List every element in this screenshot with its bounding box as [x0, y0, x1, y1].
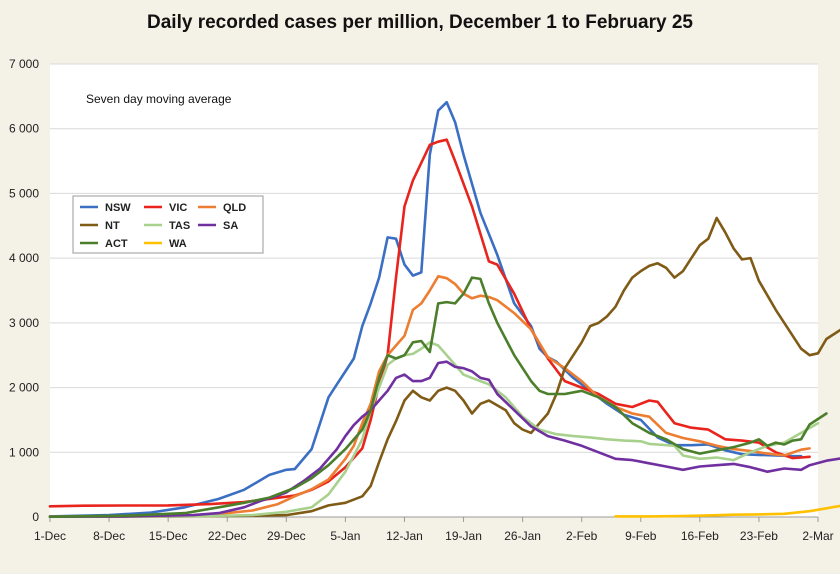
y-tick-label: 6 000	[9, 122, 39, 136]
y-tick-label: 4 000	[9, 251, 39, 265]
x-tick-label: 15-Dec	[149, 529, 188, 543]
series-line-tas	[48, 341, 820, 518]
legend-label-qld: QLD	[223, 202, 246, 214]
x-tick-label: 26-Jan	[504, 529, 541, 543]
x-axis-ticks: 1-Dec 8-Dec 15-Dec 22-Dec 29-Dec 5-Jan 12-Jan 1…	[34, 517, 834, 543]
legend-label-act: ACT	[105, 238, 128, 250]
y-tick-label: 0	[32, 510, 39, 524]
legend: NSW VIC QLD NT TAS SA ACT WA	[72, 195, 264, 254]
x-tick-label: 2-Feb	[566, 529, 598, 543]
series-lines	[48, 100, 840, 518]
chart-title: Daily recorded cases per million, Decemb…	[147, 12, 693, 33]
y-tick-label: 2 000	[9, 381, 39, 395]
legend-label-wa: WA	[169, 238, 187, 250]
y-tick-label: 5 000	[9, 186, 39, 200]
x-tick-label: 19-Jan	[445, 529, 482, 543]
x-tick-label: 22-Dec	[208, 529, 247, 543]
x-tick-label: 5-Jan	[330, 529, 360, 543]
x-tick-label: 23-Feb	[740, 529, 778, 543]
series-line-nt	[48, 216, 840, 518]
legend-label-sa: SA	[223, 220, 238, 232]
y-tick-label: 1 000	[9, 445, 39, 459]
legend-label-nsw: NSW	[105, 202, 131, 214]
x-tick-label: 9-Feb	[625, 529, 657, 543]
legend-label-nt: NT	[105, 220, 120, 232]
y-tick-label: 7 000	[9, 57, 39, 71]
series-line-wa	[614, 504, 840, 518]
x-tick-label: 2-Mar	[802, 529, 833, 543]
y-tick-label: 3 000	[9, 316, 39, 330]
y-axis-ticks: 0 1 000 2 000 3 000 4 000 5 000 6 000 7 000	[9, 57, 39, 524]
series-line-act	[48, 276, 828, 518]
legend-label-tas: TAS	[169, 220, 190, 232]
chart-annotation: Seven day moving average	[86, 92, 232, 106]
legend-box	[72, 195, 264, 254]
x-tick-label: 8-Dec	[93, 529, 125, 543]
x-tick-label: 1-Dec	[34, 529, 66, 543]
x-tick-label: 29-Dec	[267, 529, 306, 543]
legend-label-vic: VIC	[169, 202, 187, 214]
x-tick-label: 12-Jan	[386, 529, 423, 543]
x-tick-label: 16-Feb	[681, 529, 719, 543]
series-line-sa	[48, 360, 840, 518]
